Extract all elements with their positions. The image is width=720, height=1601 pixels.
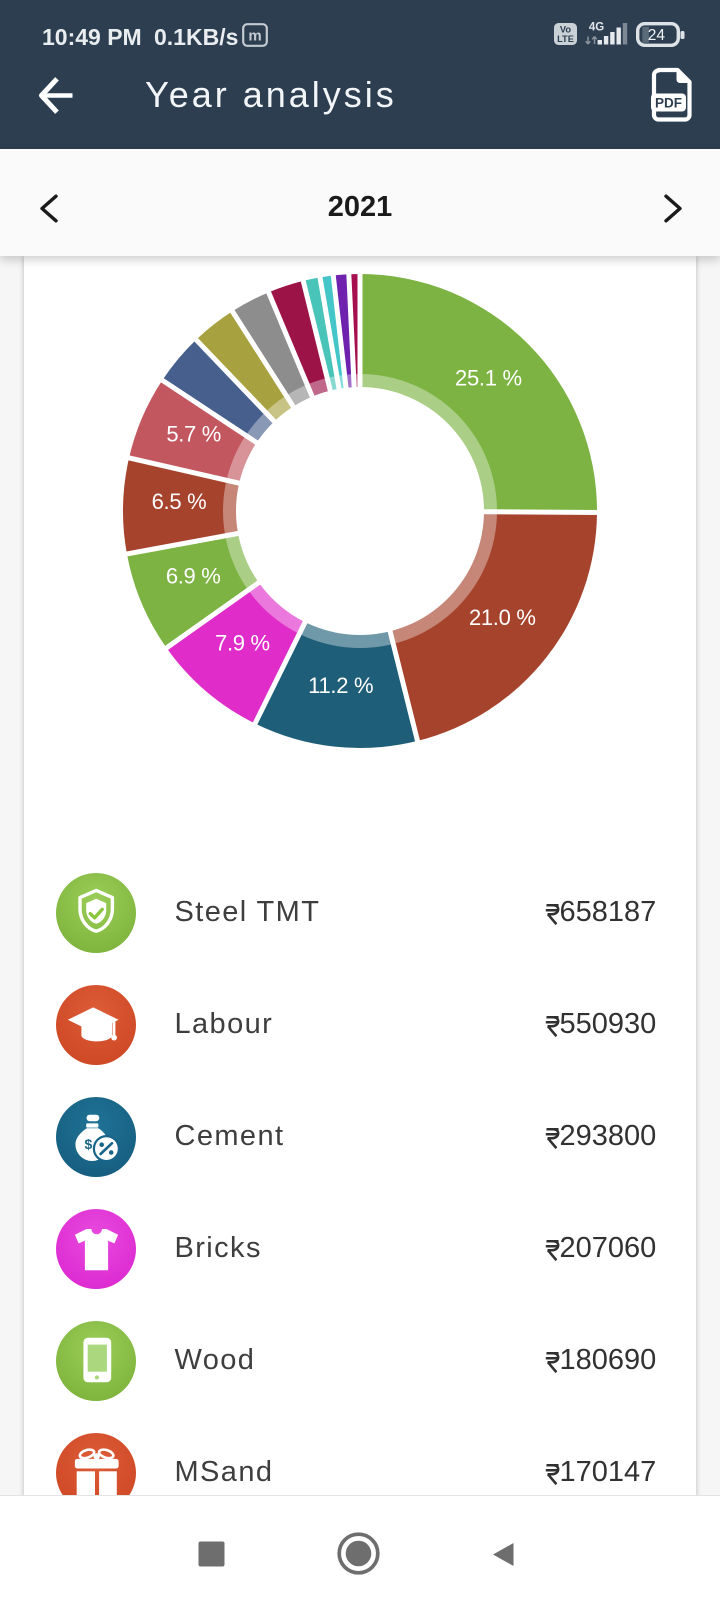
- svg-text:LTE: LTE: [557, 34, 574, 44]
- svg-text:$: $: [84, 1136, 92, 1152]
- svg-text:7.9 %: 7.9 %: [215, 631, 270, 656]
- svg-text:4G: 4G: [589, 22, 604, 34]
- svg-text:5.7 %: 5.7 %: [166, 422, 221, 447]
- svg-text:m: m: [248, 28, 261, 45]
- svg-text:21.0 %: 21.0 %: [469, 605, 536, 630]
- svg-text:6.5 %: 6.5 %: [152, 489, 207, 514]
- svg-text:PDF: PDF: [655, 96, 682, 111]
- svg-text:25.1 %: 25.1 %: [455, 365, 522, 390]
- svg-text:11.2 %: 11.2 %: [308, 673, 373, 698]
- svg-text:24: 24: [648, 27, 666, 44]
- svg-text:Vo: Vo: [560, 25, 572, 35]
- svg-text:6.9 %: 6.9 %: [166, 563, 221, 588]
